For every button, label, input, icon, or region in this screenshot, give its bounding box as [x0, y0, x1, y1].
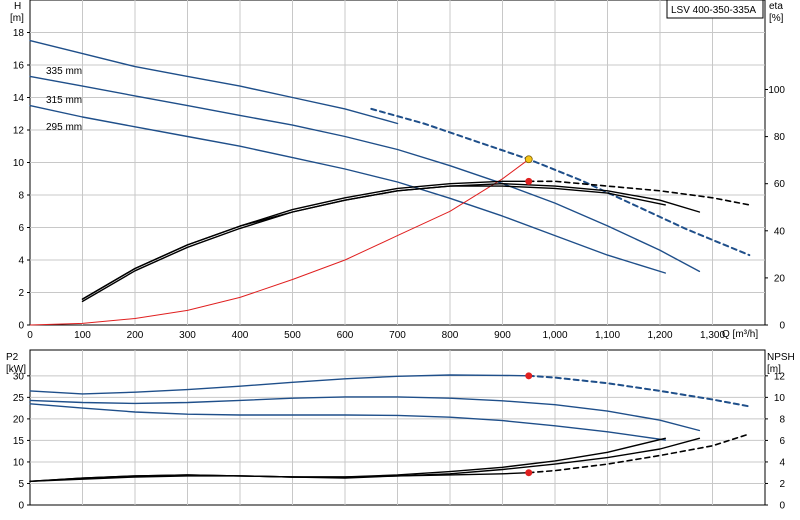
top-left-tick-label: 16 [13, 61, 25, 72]
top-right-tick-label: 40 [774, 226, 786, 237]
model-title-box: LSV 400-350-335A [666, 0, 764, 19]
x-tick-label: 0 [27, 330, 33, 341]
bottom-series-curve-5 [527, 433, 751, 474]
bottom-right-tick-label: 8 [779, 414, 785, 425]
x-tick-label: 300 [179, 330, 196, 341]
top-series-315-mm [29, 75, 701, 273]
bottom-series-curve-1 [527, 374, 751, 408]
top-right-tick-label: 60 [774, 179, 786, 190]
x-tick-label: 1,200 [647, 330, 672, 341]
bottom-duty-point-marker [525, 469, 533, 477]
x-tick-label: 500 [284, 330, 301, 341]
top-left-tick-label: 2 [18, 288, 24, 299]
head-axis-label: H [14, 1, 21, 12]
top-series-curve-1 [370, 107, 751, 257]
impeller-label-335: 335 mm [46, 66, 82, 77]
top-right-tick-label: 0 [779, 321, 785, 332]
power-axis-label: P2 [6, 352, 19, 363]
top-left-tick-label: 4 [18, 256, 24, 267]
top-duty-point-marker [524, 155, 533, 164]
top-grid [30, 0, 765, 325]
bottom-right-tick-label: 4 [779, 457, 785, 468]
x-tick-label: 1,000 [542, 330, 567, 341]
eta-axis-label: eta [769, 1, 783, 12]
x-tick-label: 600 [337, 330, 354, 341]
top-left-tick-label: 18 [13, 28, 25, 39]
bottom-series-curve-7 [29, 437, 666, 482]
power-npsh-panel: 0 5 10 15 20 25 30 0 2 4 6 8 10 12 P2 [kW] NPSH [m] [6, 349, 795, 512]
bottom-right-tick-label: 0 [779, 501, 785, 512]
bottom-series-curve-3 [29, 403, 666, 441]
top-left-tick-label: 10 [13, 158, 25, 169]
bottom-right-tick-label: 12 [774, 371, 786, 382]
top-series-335-mm [29, 39, 399, 125]
bottom-right-tick-label: 2 [779, 479, 785, 490]
top-duty-point-marker [525, 177, 533, 185]
x-tick-label: 900 [494, 330, 511, 341]
top-left-tick-label: 8 [18, 191, 24, 202]
x-tick-label: 200 [127, 330, 144, 341]
bottom-left-tick-label: 25 [13, 393, 25, 404]
x-tick-label: 800 [442, 330, 459, 341]
x-tick-label: 400 [232, 330, 249, 341]
bottom-left-tick-label: 5 [18, 479, 24, 490]
npsh-axis-label: NPSH [767, 352, 795, 363]
npsh-axis-unit: [m] [767, 364, 781, 375]
head-axis-unit: [m] [10, 13, 24, 24]
x-tick-label: 1,300 [700, 330, 725, 341]
x-tick-label: 100 [74, 330, 91, 341]
bottom-right-tick-label: 10 [774, 393, 786, 404]
top-left-tick-label: 14 [13, 93, 25, 104]
bottom-left-tick-label: 30 [13, 371, 25, 382]
bottom-duty-point-marker [525, 372, 533, 380]
bottom-left-tick-label: 0 [18, 501, 24, 512]
bottom-right-tick-label: 6 [779, 436, 785, 447]
bottom-series-curve-2 [29, 396, 701, 432]
x-tick-label: 1,100 [595, 330, 620, 341]
top-series-curve-8 [81, 185, 666, 300]
model-title: LSV 400-350-335A [671, 5, 756, 16]
head-efficiency-panel: 0 2 4 6 8 10 12 14 16 18 0 20 40 60 80 100 0 100 200 300 400… [10, 0, 785, 341]
eta-axis-unit: [%] [769, 13, 784, 24]
impeller-label-315: 315 mm [46, 95, 82, 106]
top-ticks-group: 0 2 4 6 8 10 12 14 16 18 0 20 40 60 80 100 0 100 200 300 400… [13, 28, 786, 341]
top-series-295-mm [29, 104, 666, 274]
top-right-tick-label: 80 [774, 132, 786, 143]
power-axis-unit: [kW] [6, 364, 26, 375]
bottom-series-group [29, 374, 751, 482]
flow-axis-label: Q [m³/h] [722, 329, 758, 340]
bottom-markers-group [525, 372, 533, 477]
top-left-tick-label: 12 [13, 126, 25, 137]
bottom-left-tick-label: 10 [13, 457, 25, 468]
top-left-tick-label: 6 [18, 223, 24, 234]
bottom-left-tick-label: 20 [13, 414, 25, 425]
top-series-group [29, 39, 751, 326]
bottom-ticks-group: 0 5 10 15 20 25 30 0 2 4 6 8 10 12 [13, 371, 786, 511]
x-tick-label: 700 [389, 330, 406, 341]
bottom-left-tick-label: 15 [13, 436, 25, 447]
top-right-tick-label: 20 [774, 273, 786, 284]
top-markers-group [524, 155, 533, 185]
top-series-curve-6 [527, 180, 751, 206]
top-right-tick-label: 100 [768, 85, 785, 96]
top-left-tick-label: 0 [18, 321, 24, 332]
bottom-series-curve-0 [29, 374, 530, 395]
impeller-label-295: 295 mm [46, 122, 82, 133]
top-series-curve-4 [29, 158, 530, 326]
